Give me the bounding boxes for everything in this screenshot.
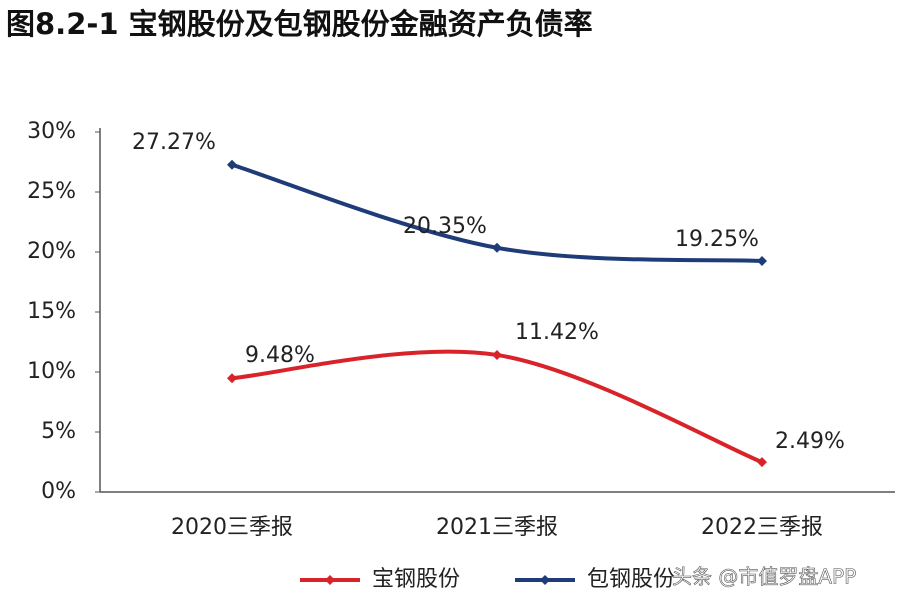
data-label: 27.27% bbox=[132, 130, 216, 155]
data-label: 20.35% bbox=[403, 214, 487, 239]
point-marker bbox=[757, 256, 767, 266]
data-label: 19.25% bbox=[675, 227, 759, 252]
x-tick-label: 2021三季报 bbox=[436, 515, 558, 540]
y-tick-label: 30% bbox=[27, 119, 76, 144]
y-tick-label: 20% bbox=[27, 239, 76, 264]
y-tick-label: 15% bbox=[27, 299, 76, 324]
data-label: 9.48% bbox=[245, 343, 315, 368]
y-tick-label: 25% bbox=[27, 179, 76, 204]
legend-marker bbox=[325, 575, 335, 585]
x-tick-label: 2022三季报 bbox=[701, 515, 823, 540]
x-tick-label: 2020三季报 bbox=[171, 515, 293, 540]
data-label: 2.49% bbox=[775, 429, 845, 454]
point-marker bbox=[492, 349, 502, 360]
legend-marker bbox=[540, 575, 550, 585]
y-tick-label: 5% bbox=[41, 419, 76, 444]
point-marker bbox=[492, 242, 502, 253]
data-label: 11.42% bbox=[515, 320, 599, 345]
legend-label: 包钢股份 bbox=[587, 567, 675, 592]
watermark: 头条 @市值罗盘APP bbox=[672, 565, 856, 589]
point-marker bbox=[757, 457, 767, 468]
point-marker bbox=[227, 159, 237, 170]
legend-label: 宝钢股份 bbox=[372, 567, 460, 592]
y-tick-label: 0% bbox=[41, 479, 76, 504]
chart-title: 图8.2-1 宝钢股份及包钢股份金融资产负债率 bbox=[6, 7, 593, 41]
y-tick-label: 10% bbox=[27, 359, 76, 384]
point-marker bbox=[227, 373, 237, 384]
